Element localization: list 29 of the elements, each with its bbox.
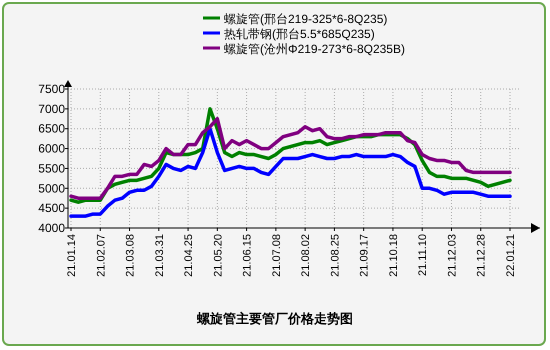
y-tick-label: 4000 bbox=[38, 221, 66, 235]
x-tick-label: 21.04.25 bbox=[183, 234, 196, 277]
legend-label: 热轧带钢(邢台5.5*685Q235) bbox=[224, 27, 375, 41]
line-series bbox=[69, 126, 512, 218]
x-tick-label: 22.01.21 bbox=[505, 234, 517, 277]
x-tick-label: 21.01.14 bbox=[66, 234, 78, 277]
y-tick-label: 5500 bbox=[38, 161, 66, 176]
x-tick-label: 21.12.03 bbox=[446, 234, 458, 277]
x-tick-label: 21.09.17 bbox=[358, 234, 371, 277]
x-tick-label: 21.08.02 bbox=[300, 234, 312, 277]
y-tick-label: 6000 bbox=[38, 142, 66, 156]
y-tick-label: 7500 bbox=[38, 82, 66, 96]
x-tick-label: 21.10.18 bbox=[388, 234, 400, 277]
x-tick-label: 21.06.15 bbox=[242, 234, 254, 277]
legend-label: 螺旋管(邢台219-325*6-8Q235) bbox=[224, 12, 388, 26]
y-tick-label: 6500 bbox=[38, 122, 66, 136]
x-tick-label: 21.03.31 bbox=[154, 234, 166, 277]
y-tick-label: 4500 bbox=[38, 201, 66, 216]
x-tick-label: 21.12.28 bbox=[476, 234, 488, 277]
text: 螺旋管主要管厂价格走势图 bbox=[196, 311, 353, 326]
y-tick-label: 7000 bbox=[38, 102, 66, 116]
y-tick-label: 5000 bbox=[38, 181, 66, 196]
x-tick-label: 21.08.25 bbox=[329, 234, 342, 277]
x-tick-label: 21.11.10 bbox=[417, 234, 430, 276]
x-tick-label: 21.05.20 bbox=[212, 234, 224, 277]
x-tick-label: 21.03.08 bbox=[124, 234, 137, 277]
x-tick-label: 21.02.07 bbox=[95, 234, 108, 277]
x-tick-label: 21.07.08 bbox=[270, 234, 283, 277]
legend-label: 螺旋管(沧州Φ219-273*6-8Q235B) bbox=[224, 42, 405, 56]
